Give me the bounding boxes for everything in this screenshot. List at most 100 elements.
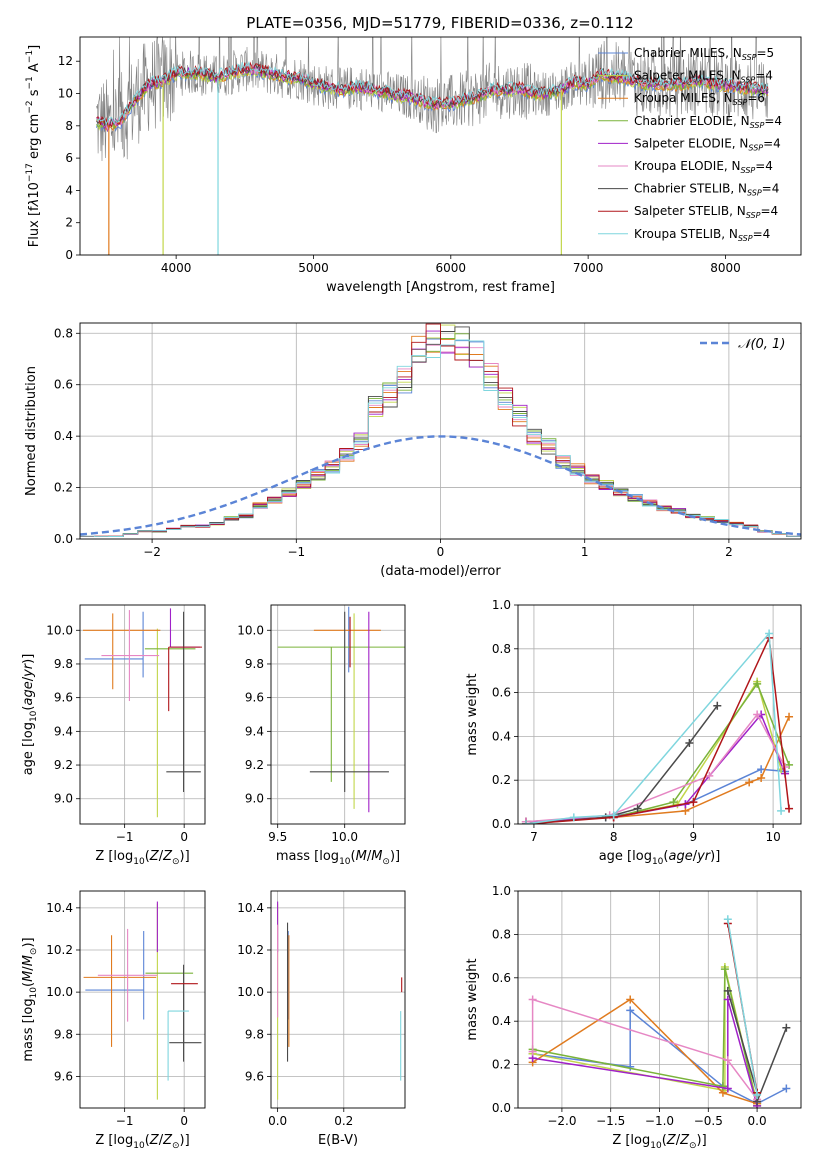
series-line [525, 679, 782, 823]
y-tick-label: 0.8 [54, 326, 73, 340]
y-tick-label: 0 [65, 248, 73, 262]
series-marker [785, 804, 794, 813]
y-axis-label: Flux [fλ10−17 erg cm−2 s−1 A−1] [25, 45, 42, 247]
x-tick-label: 1 [581, 545, 589, 559]
series-marker [782, 1084, 791, 1093]
series-marker [633, 804, 642, 813]
errorbar-point [84, 611, 144, 678]
y-axis-label: Normed distribution [24, 366, 39, 496]
y-tick-label: 9.2 [245, 758, 264, 772]
y-tick-label: 6 [65, 151, 73, 165]
y-tick-label: 9.6 [54, 1069, 73, 1083]
residuals-plot-area [80, 323, 801, 538]
series-line [727, 919, 758, 1096]
x-axis-label: (data-model)/error [380, 564, 501, 579]
y-tick-label: 10.4 [237, 901, 264, 915]
series-line [525, 713, 786, 823]
y-tick-label: 0.8 [492, 927, 511, 941]
x-tick-label: 8 [610, 830, 618, 844]
y-tick-label: 10.0 [237, 985, 264, 999]
x-axis-label: E(B-V) [318, 1133, 358, 1148]
series-marker [753, 1090, 762, 1099]
series-marker [723, 1056, 732, 1065]
x-tick-label: −2 [143, 545, 161, 559]
x-tick-label: 0 [437, 545, 445, 559]
series-marker [521, 820, 530, 824]
axes-frame [79, 36, 802, 256]
y-tick-label: 0.6 [492, 686, 511, 700]
x-axis-label: mass [log10(M/M⊙)] [276, 849, 400, 867]
x-tick-label: 0 [180, 1114, 188, 1128]
series-line [531, 998, 758, 1100]
y-tick-label: 9.8 [245, 657, 264, 671]
y-tick-label: 10.0 [237, 623, 264, 637]
y-tick-label: 2 [65, 216, 73, 230]
series-marker [528, 1047, 537, 1056]
y-tick-label: 0.4 [492, 1014, 511, 1028]
series-marker [757, 765, 766, 774]
spectrum-plot-area [96, 37, 769, 255]
series-line [525, 682, 790, 823]
x-tick-label: −1.5 [596, 1114, 625, 1128]
histogram-step [80, 339, 801, 538]
y-tick-label: 1.0 [492, 598, 511, 612]
y-tick-label: 0.2 [54, 481, 73, 495]
weight_vs_age-axes: 7 8 9 10 0.0 0.2 0.4 0.6 0.8 1.0 age [log10(age/yr… [465, 598, 802, 867]
series-marker [609, 811, 618, 820]
y-tick-label: 9.8 [245, 1027, 264, 1041]
axes-frame [79, 604, 206, 825]
y-axis-label: age [log10(age/yr)] [21, 654, 39, 776]
axes-frame [517, 890, 802, 1109]
x-tick-label: 9.5 [268, 830, 287, 844]
errorbar-point [82, 613, 161, 690]
page-title: PLATE=0356, MJD=51779, FIBERID=0336, z=0… [246, 14, 633, 32]
errorbar-point [169, 964, 202, 1062]
y-tick-label: 9.4 [54, 724, 73, 738]
errorbar-point [169, 608, 201, 648]
legend-entry: Kroupa ELODIE, NSSP=4 [634, 159, 773, 175]
series-marker [765, 629, 774, 638]
y-tick-label: 9.8 [54, 1027, 73, 1041]
series-marker [782, 1023, 791, 1032]
x-axis-label: wavelength [Angstrom, rest frame] [326, 280, 555, 295]
y-tick-label: 0.6 [54, 378, 73, 392]
series-marker [626, 995, 635, 1004]
y-tick-label: 10.2 [46, 943, 73, 957]
y-tick-label: 0.2 [492, 773, 511, 787]
y-axis-label: mass [log10(M/M⊙)] [21, 937, 39, 1061]
x-axis-label: Z [log10(Z/Z⊙)] [612, 1133, 706, 1151]
series-marker [713, 701, 722, 710]
y-tick-label: 10.0 [46, 985, 73, 999]
mass_vs_Z-plot-area [83, 901, 202, 1100]
errorbar-point [309, 611, 389, 792]
weight_vs_age-plot-area [521, 629, 794, 824]
y-tick-label: 9.6 [54, 691, 73, 705]
spectrum-legend: Chabrier MILES, NSSP=5 Salpeter MILES, NS… [598, 46, 782, 243]
x-tick-label: 0 [180, 830, 188, 844]
x-tick-label: 4000 [161, 261, 192, 275]
x-tick-label: −2.0 [547, 1114, 576, 1128]
y-tick-label: 0.2 [492, 1058, 511, 1072]
series-marker [626, 1006, 635, 1015]
series-marker [723, 915, 732, 924]
errorbar-point [101, 610, 160, 702]
series-marker [753, 679, 762, 688]
x-tick-label: −1.0 [645, 1114, 674, 1128]
y-tick-label: 9.6 [245, 1069, 264, 1083]
observed-spectrum [96, 37, 769, 162]
y-tick-label: 9.6 [245, 691, 264, 705]
axes-frame [270, 890, 406, 1109]
y-tick-label: 0.0 [492, 817, 511, 831]
series-marker [723, 986, 732, 995]
legend-entry: Chabrier ELODIE, NSSP=4 [634, 114, 782, 130]
x-tick-label: 2 [725, 545, 733, 559]
axes-frame [79, 322, 802, 540]
weight_vs_Z-plot-area [528, 915, 791, 1108]
y-tick-label: 0.0 [492, 1101, 511, 1115]
series-marker [626, 1062, 635, 1071]
spectrum-axes: 4000 5000 6000 7000 8000 0 2 4 6 8 10 12 wavelength … [25, 36, 802, 295]
y-tick-label: 0.4 [492, 729, 511, 743]
x-tick-label: −0.5 [694, 1114, 723, 1128]
normal-curve [80, 435, 801, 536]
series-marker [753, 710, 762, 719]
